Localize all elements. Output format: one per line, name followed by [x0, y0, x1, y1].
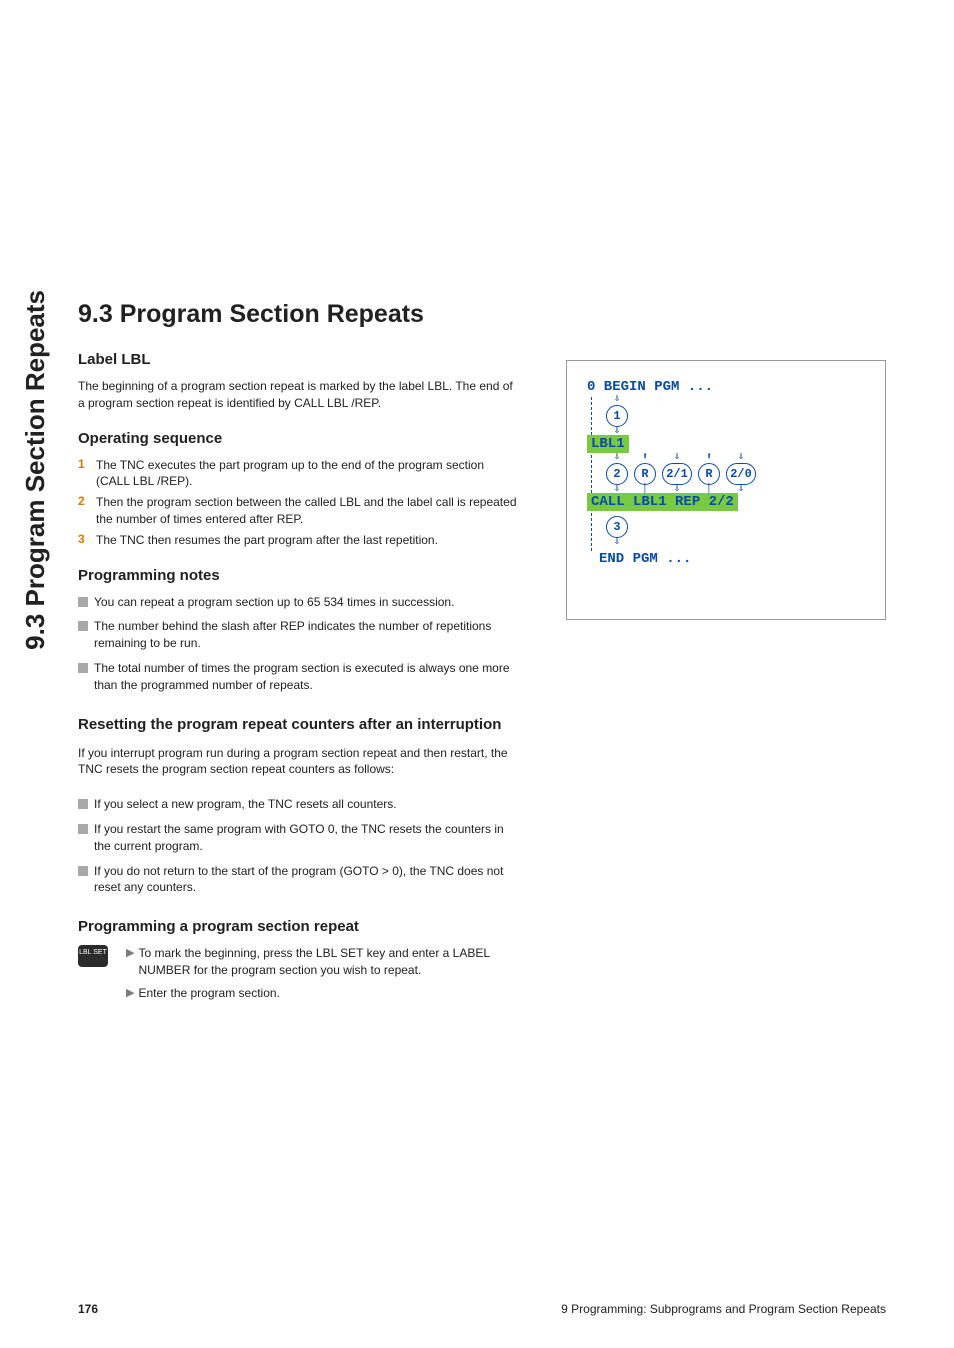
flow-step-2-1: 2/1 [662, 463, 692, 485]
list-item: If you do not return to the start of the… [78, 863, 518, 897]
list-item: The total number of times the program se… [78, 660, 518, 694]
hilite: CALL LBL1 REP 2/2 [587, 493, 738, 511]
flow-return-R: R [634, 463, 656, 485]
diag-row: ⇩ 1 ⇩ [579, 397, 873, 435]
heading-1: 9.3 Program Section Repeats [78, 300, 518, 329]
bullet-icon [78, 866, 88, 876]
list-text: Then the program section between the cal… [96, 494, 518, 528]
step-text-col: ▶ To mark the beginning, press the LBL S… [126, 945, 518, 1007]
step-text: To mark the beginning, press the LBL SET… [138, 945, 518, 979]
list-item: 2 Then the program section between the c… [78, 494, 518, 528]
list-number: 3 [78, 532, 96, 549]
list-text: The TNC executes the part program up to … [96, 457, 518, 491]
arrow-up-icon: ⬆ [706, 453, 712, 463]
flow-node: ⇩ 1 ⇩ [603, 395, 631, 437]
diag-row: ⇩ 2 ⇩ ⬆ R │ ⇩ 2/1 ⇩ ⬆ R │ ⇩ 2/0 ⇩ [579, 455, 873, 493]
bullet-icon [78, 824, 88, 834]
op-seq-list: 1 The TNC executes the part program up t… [78, 457, 518, 549]
prog-notes-list: You can repeat a program section up to 6… [78, 594, 518, 694]
dash-line [591, 455, 603, 493]
heading-reset: Resetting the program repeat counters af… [78, 716, 518, 733]
arrow-down-icon: ⇩ [614, 453, 620, 463]
page-footer: 176 9 Programming: Subprograms and Progr… [78, 1302, 886, 1316]
list-text: The TNC then resumes the part program af… [96, 532, 438, 549]
flow-step-2-0: 2/0 [726, 463, 756, 485]
hilite: LBL1 [587, 435, 629, 453]
diag-row: 3 ⇩ [579, 513, 873, 551]
step-icon-col: LBL SET [78, 945, 126, 967]
flow-step-2: 2 [606, 463, 628, 485]
para-label: The beginning of a program section repea… [78, 378, 518, 412]
step-row: LBL SET ▶ To mark the beginning, press t… [78, 945, 518, 1007]
list-text: The number behind the slash after REP in… [94, 618, 518, 652]
side-tab: 9.3 Program Section Repeats [20, 290, 51, 650]
flow-node: ⇩ 2/0 ⇩ [723, 453, 759, 495]
dash-line [591, 397, 603, 435]
diag-end: END PGM ... [579, 551, 873, 567]
arrow-icon: ▶ [126, 946, 134, 979]
dash-line [591, 513, 603, 551]
reset-list: If you select a new program, the TNC res… [78, 796, 518, 896]
flow-step-3: 3 [606, 516, 628, 538]
heading-prog-notes: Programming notes [78, 567, 518, 584]
arrow-down-icon: ⇩ [614, 538, 620, 548]
arrow-down-icon: ⇩ [674, 453, 680, 463]
list-item: The number behind the slash after REP in… [78, 618, 518, 652]
list-item: You can repeat a program section up to 6… [78, 594, 518, 611]
arrow-up-icon: ⬆ [642, 453, 648, 463]
page-number: 176 [78, 1302, 98, 1316]
arrow-icon: ▶ [126, 986, 134, 1002]
list-number: 1 [78, 457, 96, 491]
list-text: You can repeat a program section up to 6… [94, 594, 454, 611]
list-text: If you do not return to the start of the… [94, 863, 518, 897]
arrow-down-icon: ⇩ [738, 485, 744, 495]
bullet-icon [78, 597, 88, 607]
list-item: 1 The TNC executes the part program up t… [78, 457, 518, 491]
diag-begin: 0 BEGIN PGM ... [579, 379, 873, 395]
list-number: 2 [78, 494, 96, 528]
list-text: The total number of times the program se… [94, 660, 518, 694]
list-item: 3 The TNC then resumes the part program … [78, 532, 518, 549]
main-content: 9.3 Program Section Repeats Label LBL Th… [78, 300, 518, 1016]
lbl-set-key-icon: LBL SET [78, 945, 108, 967]
list-item: If you select a new program, the TNC res… [78, 796, 518, 813]
diag-call: CALL LBL1 REP 2/2 [579, 493, 873, 511]
heading-prog-repeat: Programming a program section repeat [78, 918, 518, 935]
list-text: If you restart the same program with GOT… [94, 821, 518, 855]
heading-label-lbl: Label LBL [78, 351, 518, 368]
arrow-down-icon: ⇩ [614, 395, 620, 405]
bullet-icon [78, 799, 88, 809]
step-text: Enter the program section. [138, 985, 279, 1002]
footer-chapter: 9 Programming: Subprograms and Program S… [561, 1302, 886, 1316]
diag-lbl: LBL1 [579, 435, 873, 453]
flow-node: ⬆ R │ [695, 453, 723, 495]
program-flow-diagram: 0 BEGIN PGM ... ⇩ 1 ⇩ LBL1 ⇩ 2 ⇩ ⬆ R │ ⇩… [566, 360, 886, 620]
flow-node: 3 ⇩ [603, 516, 631, 548]
step-item: ▶ Enter the program section. [126, 985, 518, 1002]
flow-node: ⬆ R │ [631, 453, 659, 495]
heading-op-seq: Operating sequence [78, 430, 518, 447]
list-item: If you restart the same program with GOT… [78, 821, 518, 855]
flow-node: ⇩ 2 ⇩ [603, 453, 631, 495]
arrow-down-icon: ⇩ [738, 453, 744, 463]
flow-node: ⇩ 2/1 ⇩ [659, 453, 695, 495]
list-text: If you select a new program, the TNC res… [94, 796, 397, 813]
step-item: ▶ To mark the beginning, press the LBL S… [126, 945, 518, 979]
bullet-icon [78, 663, 88, 673]
para-reset: If you interrupt program run during a pr… [78, 745, 518, 779]
flow-return-R: R [698, 463, 720, 485]
flow-step-1: 1 [606, 405, 628, 427]
bullet-icon [78, 621, 88, 631]
